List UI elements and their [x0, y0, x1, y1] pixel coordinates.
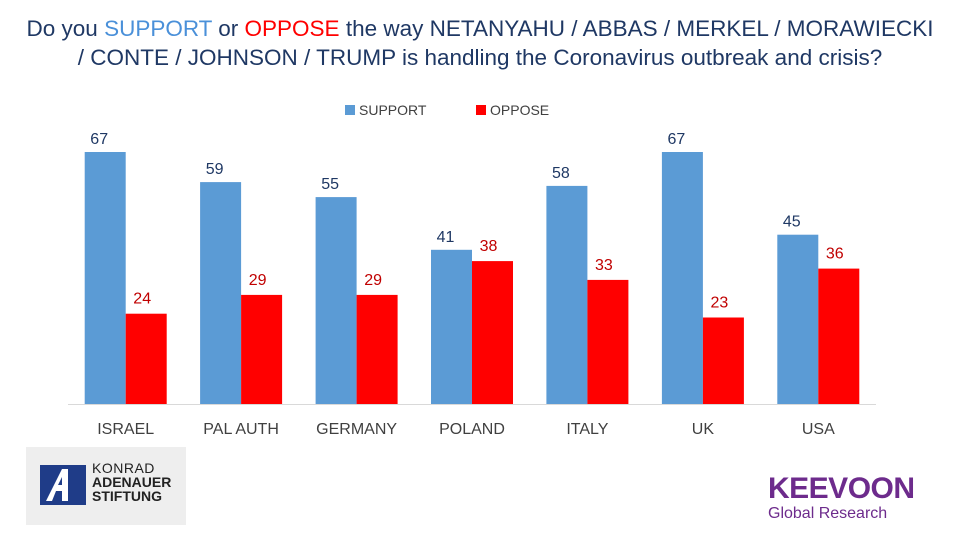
- bar-oppose-israel: [125, 313, 167, 404]
- keevoon-subtitle: Global Research: [768, 505, 888, 522]
- bar-support-uk: [661, 152, 703, 404]
- bar-support-poland: [431, 249, 472, 404]
- data-label-oppose: 23: [711, 295, 729, 312]
- data-label-support: 67: [90, 131, 108, 148]
- legend-item-oppose: OPPOSE: [476, 102, 549, 118]
- kas-logo-icon: [40, 465, 86, 505]
- bar-support-usa: [777, 234, 819, 404]
- legend: SUPPORT OPPOSE: [0, 102, 960, 122]
- legend-swatch-oppose: [476, 105, 486, 115]
- bar-support-israel: [84, 152, 126, 404]
- data-label-oppose: 33: [595, 257, 613, 274]
- title-oppose-word: OPPOSE: [244, 16, 340, 41]
- data-label-oppose: 29: [364, 272, 382, 289]
- title-line1-rest: the way NETANYAHU / ABBAS / MERKEL / MOR…: [339, 16, 934, 41]
- data-label-support: 45: [783, 214, 801, 231]
- bar-oppose-poland: [472, 261, 513, 404]
- legend-item-support: SUPPORT: [345, 102, 426, 118]
- data-label-support: 55: [321, 176, 339, 193]
- keevoon-name: KEEVOON: [768, 472, 915, 505]
- bar-support-pal-auth: [200, 182, 242, 404]
- kas-line3: STIFTUNG: [92, 488, 162, 504]
- chart-title-line1: Do you SUPPORT or OPPOSE the way NETANYA…: [0, 14, 960, 43]
- data-label-oppose: 36: [826, 246, 844, 263]
- bar-oppose-uk: [702, 317, 744, 404]
- chart-title: Do you SUPPORT or OPPOSE the way NETANYA…: [0, 14, 960, 72]
- data-label-support: 58: [552, 165, 570, 182]
- x-tick-label: ITALY: [566, 421, 608, 438]
- x-tick-label: USA: [802, 421, 835, 438]
- legend-label-oppose: OPPOSE: [490, 102, 550, 118]
- bar-support-italy: [546, 185, 588, 404]
- legend-swatch-support: [345, 105, 355, 115]
- bar-oppose-italy: [587, 279, 629, 404]
- data-label-oppose: 24: [133, 291, 151, 308]
- chart-title-line2: / CONTE / JOHNSON / TRUMP is handling th…: [77, 45, 883, 70]
- data-label-support: 59: [206, 161, 224, 178]
- title-prefix: Do you: [26, 16, 105, 41]
- title-middle: or: [212, 16, 245, 41]
- x-tick-label: POLAND: [439, 421, 505, 438]
- keevoon-logo: KEEVOON Global Research: [768, 474, 938, 524]
- bar-oppose-pal-auth: [241, 294, 283, 404]
- x-tick-label: GERMANY: [316, 421, 397, 438]
- bar-support-germany: [315, 197, 357, 404]
- x-tick-label: UK: [692, 421, 715, 438]
- konrad-adenauer-stiftung-logo: KONRAD ADENAUER STIFTUNG: [26, 447, 186, 525]
- data-label-oppose: 38: [480, 238, 498, 255]
- kas-line1: KONRAD: [92, 460, 155, 476]
- data-label-support: 41: [437, 229, 455, 246]
- x-tick-label: PAL AUTH: [203, 421, 279, 438]
- x-tick-label: ISRAEL: [97, 421, 154, 438]
- kas-line2: ADENAUER: [92, 474, 172, 490]
- kas-logo-text: KONRAD ADENAUER STIFTUNG: [92, 461, 171, 503]
- bar-oppose-germany: [356, 294, 398, 404]
- bar-oppose-usa: [818, 268, 860, 404]
- title-support-word: SUPPORT: [104, 16, 213, 41]
- data-label-support: 67: [668, 131, 686, 148]
- data-label-oppose: 29: [249, 272, 267, 289]
- legend-label-support: SUPPORT: [359, 102, 427, 118]
